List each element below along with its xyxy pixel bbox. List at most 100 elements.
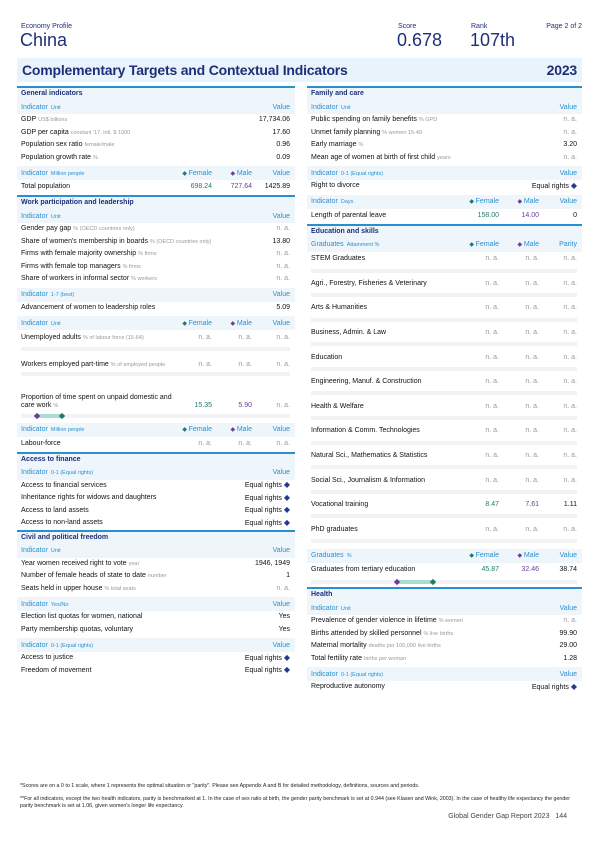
male-label: Male <box>523 552 539 560</box>
header-unit: Unit <box>50 104 61 111</box>
indicator-label: Agri., Forestry, Fisheries & Veterinary <box>311 279 427 287</box>
indicator-value: Equal rights ◆ <box>245 493 290 504</box>
group-header: Indicator Unit Value <box>307 601 582 616</box>
male-value: n. a. <box>501 427 539 436</box>
indicator-value-text: n. a. <box>276 250 290 257</box>
indicator-name: Health & Welfare <box>311 403 459 412</box>
indicator-label: Mean age of women at birth of first chil… <box>311 153 436 161</box>
indicator-name: Early marriage% <box>311 141 557 150</box>
indicator-value-text: n. a. <box>563 452 577 459</box>
indicator-label: Proportion of time spent on unpaid domes… <box>21 393 172 410</box>
header-label: Indicator <box>311 169 338 177</box>
indicator-value: 17,734.06 <box>259 116 290 125</box>
header-unit: Days <box>340 199 354 205</box>
equal-rights-diamond-icon: ◆ <box>283 505 290 515</box>
indicator-name: Maternal mortality deaths per 100,000 liv… <box>311 642 553 651</box>
female-value: n. a. <box>461 304 499 313</box>
female-value-text: n. a. <box>485 525 499 533</box>
male-value-text: n. a. <box>525 525 539 533</box>
indicator-name: GDP US$ billions <box>21 116 253 125</box>
header-label: Indicator <box>311 103 338 111</box>
indicator-value-text: 99.90 <box>559 629 577 637</box>
indicator-label: Population growth rate <box>21 153 92 161</box>
indicator-label: Maternal mortality <box>311 642 367 650</box>
value-column-header: Value <box>559 169 577 177</box>
indicator-name: Workers employed part-time% of employed … <box>21 361 172 370</box>
indicator-label: Access to non-land assets <box>21 519 103 527</box>
indicator-label: Public spending on family benefits <box>311 116 417 123</box>
indicator-value-text: 1946, 1949 <box>254 559 290 567</box>
indicator-row: Population growth rate% 0.09 <box>17 152 295 165</box>
female-value: n. a. <box>461 427 499 436</box>
header-unit: 0-1 (Equal rights) <box>50 642 94 649</box>
group-header: Indicator Unit Value <box>307 100 582 114</box>
female-value: n. a. <box>461 477 499 486</box>
female-value-text: 45.87 <box>481 566 499 574</box>
indicator-value: 0.96 <box>276 141 290 150</box>
male-value: n. a. <box>501 403 539 412</box>
indicator-row: Total population 698.24 727.64 1425.89 <box>17 180 295 195</box>
indicator-with-gap-track: Proportion of time spent on unpaid domes… <box>17 388 295 421</box>
indicator-with-gap-track: STEM Graduates n. a. n. a. n. a. <box>307 252 582 277</box>
indicator-value: Equal rights ◆ <box>532 181 577 192</box>
indicator-unit: % GPD <box>418 117 438 123</box>
indicator-name: Reproductive autonomy <box>311 683 526 692</box>
header-unit: % <box>346 553 352 560</box>
male-value-text: n. a. <box>525 353 539 361</box>
indicator-name: Population growth rate% <box>21 154 270 163</box>
header-label: Indicator <box>21 641 48 649</box>
page-footer: Global Gender Gap Report 2023 144 <box>448 813 567 820</box>
indicator-row: Access to justice Equal rights ◆ <box>17 652 295 665</box>
indicator-value-text: n. a. <box>563 427 577 435</box>
female-value: 158.00 <box>461 212 499 221</box>
indicator-unit: births per woman <box>363 655 407 662</box>
banner-year: 2023 <box>546 62 578 78</box>
female-column-header: ◆ Female <box>174 426 212 433</box>
indicator-name: Number of female heads of state to date n… <box>21 572 280 581</box>
indicator-name: Length of parental leave <box>311 212 459 221</box>
header-indicator: Indicator Million people <box>21 170 172 177</box>
indicator-value: n. a. <box>541 477 577 486</box>
female-value: n. a. <box>461 526 499 535</box>
indicator-unit: number <box>147 573 167 580</box>
indicator-value-text: 3.20 <box>563 141 577 148</box>
male-value: n. a. <box>501 526 539 535</box>
indicator-label: Gender pay gap <box>21 225 72 232</box>
indicator-label: Social Sci., Journalism & Information <box>311 476 425 484</box>
indicator-unit: % <box>93 154 98 161</box>
indicator-label: GDP <box>21 116 37 123</box>
group-header: Indicator 0-1 (Equal rights) Value <box>307 166 582 180</box>
indicator-with-gap-track: Information & Comm. Technologies n. a. n. … <box>307 424 582 449</box>
indicator-row: Labour-force n. a. n. a. n. a. <box>17 437 295 452</box>
indicator-row: Gender pay gap% (OECD countries only) n. … <box>17 223 295 236</box>
indicator-label: Reproductive autonomy <box>311 683 385 691</box>
section-banner: Complementary Targets and Contextual Ind… <box>17 58 582 82</box>
indicator-value-text: 17.60 <box>272 128 290 136</box>
section-title: Health <box>307 589 582 602</box>
country-name: China <box>20 30 68 50</box>
header-indicator: Indicator 0-1 (Equal rights) <box>311 170 558 177</box>
indicator-unit: % firms <box>138 251 157 257</box>
male-value-text: n. a. <box>238 439 252 447</box>
indicator-value-text: 1.11 <box>563 501 577 509</box>
indicator-name: Advancement of women to leadership roles <box>21 304 270 313</box>
male-value-text: n. a. <box>525 402 539 410</box>
value-column-header: Value <box>272 641 290 649</box>
indicator-name: Gender pay gap% (OECD countries only) <box>21 225 270 234</box>
female-value-text: n. a. <box>485 353 499 361</box>
indicator-value: 38.74 <box>541 566 577 575</box>
male-value: n. a. <box>214 334 252 343</box>
indicator-value: Yes <box>279 613 290 622</box>
indicator-label: Year women received right to vote <box>21 559 127 567</box>
value-column-header: Value <box>559 670 577 678</box>
female-value-text: n. a. <box>198 333 212 341</box>
male-value: n. a. <box>501 452 539 461</box>
indicator-value-text: 29.00 <box>559 642 577 650</box>
female-value: 8.47 <box>461 501 499 510</box>
female-label: Female <box>188 169 212 177</box>
equal-rights-diamond-icon: ◆ <box>283 480 290 490</box>
header-unit: 0-1 (Equal rights) <box>340 671 384 678</box>
value-column-header: Value <box>272 426 290 434</box>
male-diamond-icon: ◆ <box>517 199 524 205</box>
indicator-label: Information & Comm. Technologies <box>311 427 420 435</box>
